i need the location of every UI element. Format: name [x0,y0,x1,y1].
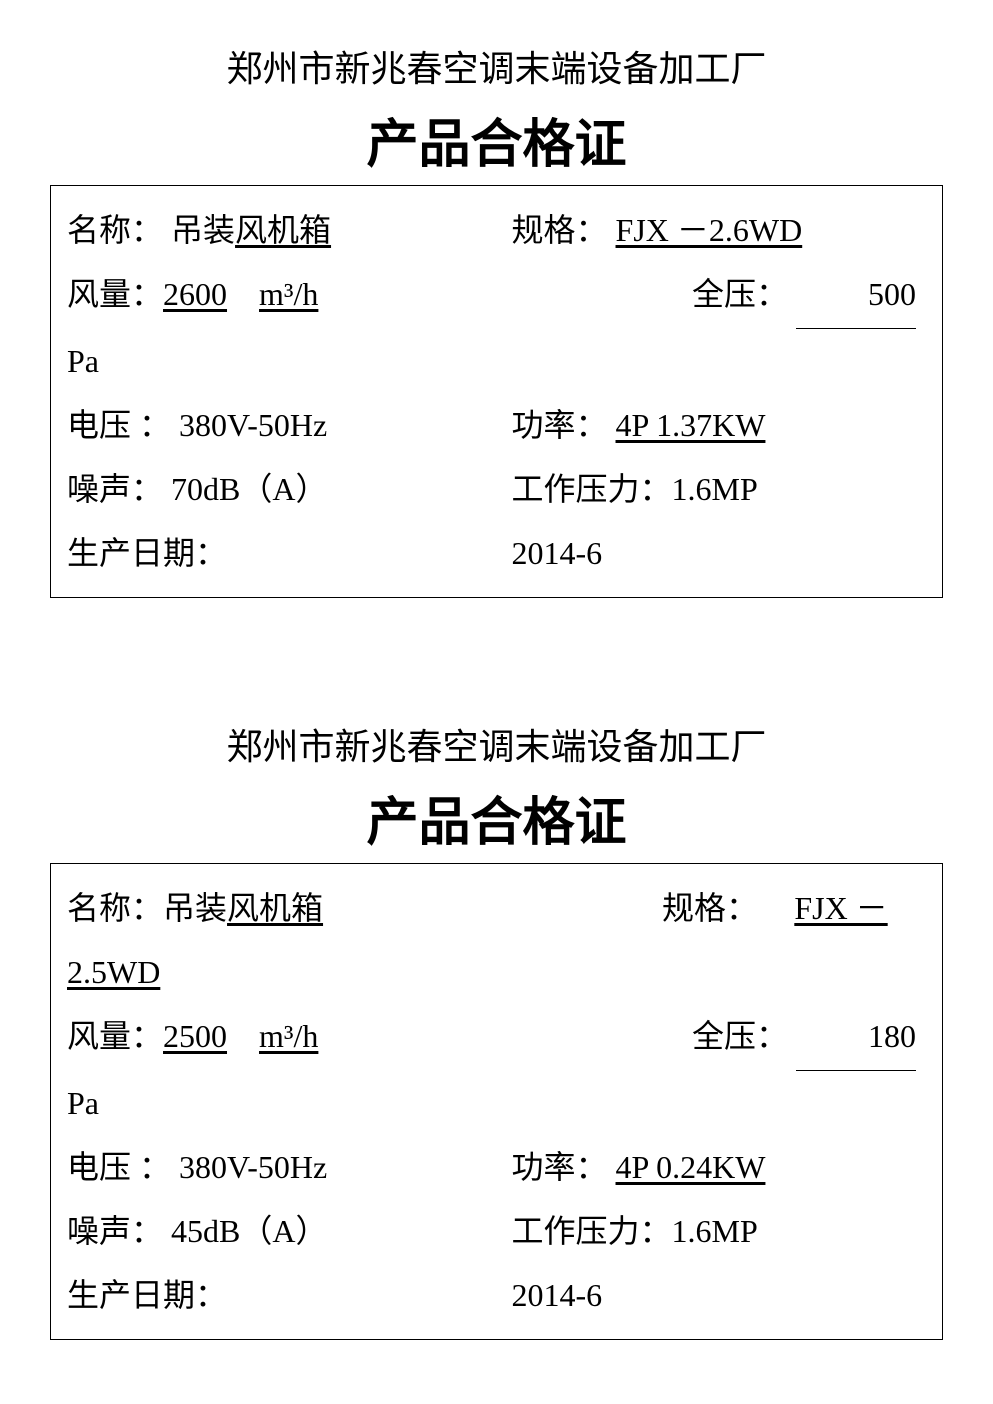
cert-box: 名称：吊装风机箱 规格： FJX － 2.5WD 风量：2500 m³/h 全压… [50,863,943,1340]
name-value-text: 吊装 [163,890,227,926]
power-value: 4P 1.37KW [616,407,766,443]
airflow-cell: 风量：2500 m³/h [67,1004,477,1068]
workpressure-value: 1.6MP [672,1213,758,1249]
date-label-cell: 生产日期： [67,521,482,585]
date-value: 2014-6 [512,535,603,571]
airflow-label: 风量： [67,1018,163,1054]
airflow-cell: 风量：2600 m³/h [67,262,477,326]
row-noise-workpressure: 噪声： 45dB（A） 工作压力：1.6MP [67,1199,926,1263]
row-voltage-power: 电压 ： 380V-50Hz 功率： 4P 1.37KW [67,393,926,457]
name-value-text: 吊装 [171,212,235,248]
airflow-value: 2500 [163,1018,227,1054]
voltage-cell: 电压 ： 380V-50Hz [67,1135,482,1199]
workpressure-label: 工作压力： [512,1213,672,1249]
noise-value: 70dB（A） [171,471,327,507]
name-cell: 名称： 吊装风机箱 [67,198,482,262]
pressure-label: 全压： [692,1018,788,1054]
cert-title: 产品合格证 [50,102,943,177]
date-label: 生产日期： [67,535,227,571]
row-name-spec: 名称： 吊装风机箱 规格： FJX －2.6WD [67,198,926,262]
pressure-cell: 全压： 180 [477,1004,927,1071]
noise-cell: 噪声： 70dB（A） [67,457,482,521]
row-date: 生产日期： 2014-6 [67,521,926,585]
pressure-cell: 全压： 500 [477,262,927,329]
certificate-2: 郑州市新兆春空调末端设备加工厂 产品合格证 名称：吊装风机箱 规格： FJX －… [50,718,943,1340]
noise-cell: 噪声： 45dB（A） [67,1199,482,1263]
date-value: 2014-6 [512,1277,603,1313]
pressure-value: 180 [796,1004,916,1071]
power-cell: 功率： 4P 1.37KW [482,393,927,457]
company-name: 郑州市新兆春空调末端设备加工厂 [50,718,943,770]
voltage-cell: 电压 ： 380V-50Hz [67,393,482,457]
spec-label: 规格： [662,890,758,926]
cert-box: 名称： 吊装风机箱 规格： FJX －2.6WD 风量：2600 m³/h 全压… [50,185,943,598]
name-label: 名称： [67,890,163,926]
power-label: 功率： [512,407,608,443]
name-value-underlined: 风机箱 [235,212,331,248]
noise-value: 45dB（A） [171,1213,327,1249]
spec-value: FJX －2.6WD [616,212,803,248]
date-label-cell: 生产日期： [67,1263,482,1327]
pressure-value: 500 [796,262,916,329]
power-label: 功率： [512,1149,608,1185]
row-voltage-power: 电压 ： 380V-50Hz 功率： 4P 0.24KW [67,1135,926,1199]
row-pa: Pa [67,1071,926,1135]
voltage-value: 380V-50Hz [179,407,327,443]
pressure-label: 全压： [692,276,788,312]
company-name: 郑州市新兆春空调末端设备加工厂 [50,40,943,92]
airflow-unit: m³/h [259,276,318,312]
row-airflow-pressure: 风量：2500 m³/h 全压： 180 [67,1004,926,1071]
date-label: 生产日期： [67,1277,227,1313]
row-spec-part2: 2.5WD [67,940,926,1004]
airflow-value: 2600 [163,276,227,312]
pressure-unit: Pa [67,343,99,379]
name-label: 名称： [67,212,163,248]
workpressure-value: 1.6MP [672,471,758,507]
voltage-value: 380V-50Hz [179,1149,327,1185]
spec-cell: 规格： FJX －2.6WD [482,198,927,262]
voltage-label: 电压 ： [67,1149,171,1185]
spec-value-part1: FJX － [766,876,916,940]
date-value-cell: 2014-6 [482,521,927,585]
noise-label: 噪声： [67,1213,163,1249]
spec-label: 规格： [512,212,608,248]
airflow-label: 风量： [67,276,163,312]
workpressure-label: 工作压力： [512,471,672,507]
workpressure-cell: 工作压力：1.6MP [482,1199,927,1263]
date-value-cell: 2014-6 [482,1263,927,1327]
airflow-unit: m³/h [259,1018,318,1054]
row-pa: Pa [67,329,926,393]
row-date: 生产日期： 2014-6 [67,1263,926,1327]
voltage-label: 电压 ： [67,407,171,443]
certificate-1: 郑州市新兆春空调末端设备加工厂 产品合格证 名称： 吊装风机箱 规格： FJX … [50,40,943,598]
pressure-unit: Pa [67,1085,99,1121]
noise-label: 噪声： [67,471,163,507]
row-airflow-pressure: 风量：2600 m³/h 全压： 500 [67,262,926,329]
name-value-underlined: 风机箱 [227,890,323,926]
row-noise-workpressure: 噪声： 70dB（A） 工作压力：1.6MP [67,457,926,521]
workpressure-cell: 工作压力：1.6MP [482,457,927,521]
spec-cell: 规格： FJX － [477,876,927,940]
name-cell: 名称：吊装风机箱 [67,876,477,940]
cert-title: 产品合格证 [50,780,943,855]
row-name-spec: 名称：吊装风机箱 规格： FJX － [67,876,926,940]
power-value: 4P 0.24KW [616,1149,766,1185]
spec-value-part2: 2.5WD [67,954,160,990]
power-cell: 功率： 4P 0.24KW [482,1135,927,1199]
